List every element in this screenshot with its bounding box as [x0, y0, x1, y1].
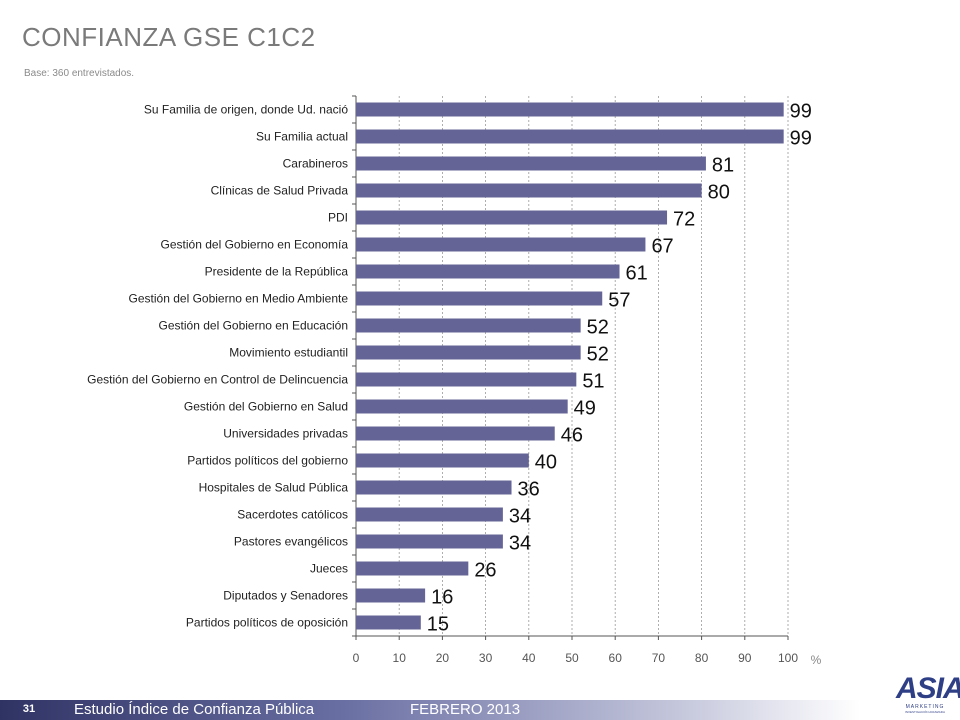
data-label: 34 — [509, 506, 531, 528]
page-title: CONFIANZA GSE C1C2 — [22, 22, 316, 52]
data-label: 99 — [790, 101, 812, 123]
category-label: Universidades privadas — [223, 427, 348, 441]
x-tick-label: 80 — [695, 651, 709, 665]
category-label: Partidos políticos del gobierno — [187, 454, 348, 468]
data-label: 81 — [712, 155, 734, 177]
category-label: Clínicas de Salud Privada — [211, 184, 349, 198]
logo-subtext: MARKETING — [905, 704, 945, 710]
bar — [356, 102, 784, 117]
asia-logo: ASIA MARKETING INVESTIGACIÓN AVANZADA — [896, 672, 960, 716]
bar — [356, 129, 784, 144]
data-label: 80 — [708, 182, 730, 204]
bar — [356, 480, 512, 495]
data-label: 67 — [651, 236, 673, 258]
data-label: 72 — [673, 209, 695, 231]
x-tick-label: 20 — [436, 651, 450, 665]
x-tick-label: 30 — [479, 651, 493, 665]
data-label: 46 — [561, 425, 583, 447]
bar — [356, 210, 668, 225]
bar-chart: 0 10 20 30 40 50 60 70 80 90 100 % Su Familia de ori… — [87, 95, 822, 667]
page-subtitle: Base: 360 entrevistados. — [24, 68, 135, 79]
footer-bar — [0, 700, 860, 720]
category-label: Diputados y Senadores — [223, 589, 348, 603]
bar — [356, 183, 702, 198]
data-label: 52 — [587, 344, 609, 366]
logo-tagline: INVESTIGACIÓN AVANZADA — [905, 710, 945, 714]
category-label: Su Familia actual — [256, 130, 348, 144]
x-tick-label: 70 — [652, 651, 666, 665]
data-label: 51 — [582, 371, 604, 393]
footer-study-title: Estudio Índice de Confianza Pública — [74, 701, 315, 718]
bar — [356, 453, 529, 468]
x-tick-label: 0 — [353, 651, 360, 665]
bar — [356, 318, 581, 333]
category-label: Partidos políticos de oposición — [186, 616, 348, 630]
data-label: 26 — [474, 560, 496, 582]
category-label: Sacerdotes católicos — [237, 508, 348, 522]
category-label: Jueces — [310, 562, 348, 576]
category-label: Hospitales de Salud Pública — [199, 481, 349, 495]
bar — [356, 534, 503, 549]
category-label: Carabineros — [283, 157, 348, 171]
logo-text: ASIA — [896, 672, 960, 705]
data-label: 52 — [587, 317, 609, 339]
category-label: Gestión del Gobierno en Salud — [184, 400, 348, 414]
bar — [356, 507, 503, 522]
page-number: 31 — [22, 703, 36, 715]
category-label: Gestión del Gobierno en Medio Ambiente — [129, 292, 349, 306]
bar — [356, 291, 603, 306]
bar — [356, 372, 577, 387]
category-label: PDI — [328, 211, 348, 225]
data-label: 57 — [608, 290, 630, 312]
data-label: 16 — [431, 587, 453, 609]
footer-date: FEBRERO 2013 — [410, 701, 521, 718]
x-tick-label: 60 — [609, 651, 623, 665]
bar — [356, 237, 646, 252]
x-tick-label: 10 — [393, 651, 407, 665]
data-label: 49 — [574, 398, 596, 420]
bar — [356, 561, 469, 576]
x-tick-label: 100 — [778, 651, 798, 665]
bar — [356, 345, 581, 360]
bar — [356, 426, 555, 441]
data-label: 36 — [518, 479, 540, 501]
data-label: 34 — [509, 533, 531, 555]
category-label: Su Familia de origen, donde Ud. nació — [144, 103, 348, 117]
category-label: Pastores evangélicos — [234, 535, 348, 549]
data-label: 61 — [626, 263, 648, 285]
bar — [356, 588, 426, 603]
data-label: 40 — [535, 452, 557, 474]
category-label: Movimiento estudiantil — [229, 346, 348, 360]
data-label: 99 — [790, 128, 812, 150]
x-unit-label: % — [811, 653, 822, 667]
bar — [356, 156, 706, 171]
x-tick-label: 50 — [565, 651, 579, 665]
bar — [356, 399, 568, 414]
x-tick-label: 90 — [738, 651, 752, 665]
bar — [356, 615, 421, 630]
x-tick-label: 40 — [522, 651, 536, 665]
category-label: Gestión del Gobierno en Control de Delin… — [87, 373, 348, 387]
category-label: Gestión del Gobierno en Economía — [161, 238, 349, 252]
category-label: Gestión del Gobierno en Educación — [159, 319, 348, 333]
category-label: Presidente de la República — [205, 265, 349, 279]
data-label: 15 — [427, 614, 449, 636]
bar — [356, 264, 620, 279]
